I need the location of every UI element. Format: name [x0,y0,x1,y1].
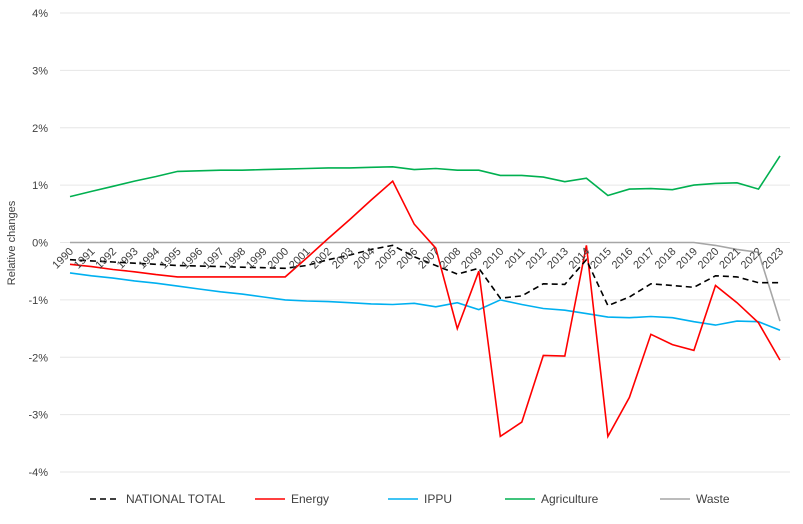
y-tick-label: 3% [32,65,48,77]
legend-label: Agriculture [541,492,599,506]
x-tick-label: 2000 [265,246,291,272]
series-line-energy [69,179,781,439]
legend-item: Waste [660,492,730,506]
x-tick-label: 1992 [93,246,119,272]
legend-item: Energy [255,492,329,506]
x-tick-label: 2020 [696,246,722,272]
x-tick-label: 1990 [50,246,76,272]
y-tick-label: -4% [28,467,48,479]
x-tick-label: 2019 [674,246,700,272]
x-tick-label: 1993 [115,246,141,272]
legend-label: Energy [291,492,329,506]
x-tick-label: 1994 [136,246,162,272]
y-axis-label: Relative changes [6,200,18,285]
y-tick-label: 0% [32,238,48,250]
legend-label: Waste [696,492,730,506]
legend-label: IPPU [424,492,452,506]
series-line-ippu [69,272,781,332]
series-line-agriculture [69,155,781,198]
x-tick-label: 2016 [610,246,636,272]
x-tick-label: 2023 [760,246,786,272]
x-tick-label: 2018 [653,246,679,272]
legend-item: NATIONAL TOTAL [90,492,226,506]
y-tick-label: -2% [28,352,48,364]
x-tick-label: 1997 [201,246,227,272]
series-line-waste [70,241,781,322]
y-tick-label: 2% [32,123,48,135]
x-tick-label: 2003 [330,246,356,272]
x-tick-label: 1995 [158,246,184,272]
legend: NATIONAL TOTAL Energy IPPU Agriculture Waste [90,492,730,506]
y-tick-label: 1% [32,180,48,192]
series-lines [69,155,781,439]
legend-label: NATIONAL TOTAL [126,492,226,506]
y-tick-label: 4% [32,8,48,20]
x-tick-label: 2009 [459,246,485,272]
x-tick-label: 2010 [481,246,507,272]
x-tick-label: 1996 [179,246,205,272]
x-tick-label: 2005 [373,246,399,272]
x-tick-label: 2008 [438,246,464,272]
x-tick-label: 2012 [524,246,550,272]
y-tick-label: -1% [28,295,48,307]
series-line-national-total [69,244,780,307]
x-tick-label: 2017 [631,246,657,272]
x-tick-label: 2011 [503,246,528,271]
x-tick-label: 2001 [287,246,313,272]
legend-item: IPPU [388,492,452,506]
y-tick-label: -3% [28,410,48,422]
x-tick-label: 2013 [545,246,571,272]
x-tick-label: 2015 [588,246,614,272]
legend-item: Agriculture [505,492,599,506]
x-tick-label: 1999 [244,246,270,272]
y-tick-labels: 4% 3% 2% 1% 0% -1% -2% -3% -4% [28,8,48,479]
